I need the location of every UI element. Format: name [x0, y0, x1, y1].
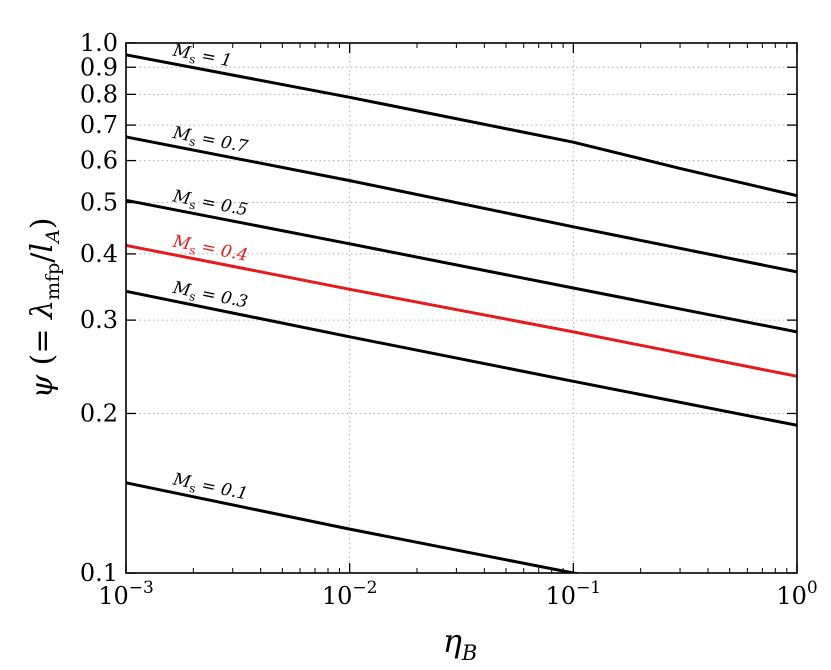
series-line — [126, 289, 797, 427]
ticks — [125, 42, 798, 574]
curve-labels: Ms = 1Ms = 0.7Ms = 0.5Ms = 0.4Ms = 0.3Ms… — [170, 41, 249, 505]
plot-frame — [125, 42, 798, 574]
x-tick-label: 100 — [776, 578, 817, 610]
series-line — [126, 198, 797, 334]
x-tick-label: 10−1 — [546, 578, 602, 610]
y-tick-label: 0.2 — [80, 399, 118, 427]
series-layer — [126, 53, 797, 573]
y-tick-label: 0.6 — [80, 147, 118, 175]
series-line — [126, 135, 797, 274]
tick-labels: 10−3 10−2 10−1 100 0.1 0.2 0.3 0.4 0.5 0.6 0.7 0.80… — [80, 29, 818, 610]
y-tick-label: 0.3 — [80, 306, 118, 334]
y-tick-label: 0.5 — [80, 189, 118, 217]
series-line — [126, 243, 797, 378]
y-tick-label: 1.0 — [80, 29, 118, 57]
y-axis-label: ψ (= λmfp/lA) — [25, 218, 64, 399]
x-axis-label: ηB — [443, 622, 478, 665]
y-tick-label: 0.4 — [80, 240, 118, 268]
y-tick-label: 0.1 — [80, 559, 118, 587]
y-tick-label: 0.8 — [80, 80, 118, 108]
grid — [126, 43, 797, 573]
y-tick-label: 0.7 — [80, 111, 118, 139]
series-line — [126, 481, 582, 573]
y-tick-label: 0.9 — [80, 53, 118, 81]
x-tick-label: 10−3 — [98, 578, 154, 610]
series-line — [126, 53, 797, 198]
x-tick-label: 10−2 — [322, 578, 378, 610]
